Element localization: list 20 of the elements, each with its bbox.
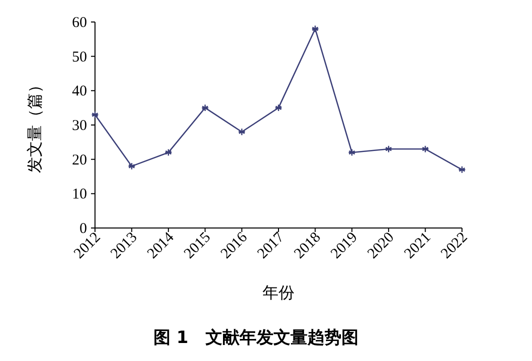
point: [128, 162, 136, 170]
point: [274, 104, 282, 112]
point: [422, 145, 430, 153]
point: [164, 148, 172, 156]
y-tick-label: 30: [72, 118, 87, 134]
point: [201, 104, 209, 112]
y-tick-label: 10: [72, 186, 87, 203]
y-tick-label: 50: [72, 49, 87, 66]
text: 图 1 文献年发文量趋势图: [154, 328, 358, 348]
y-tick-label: 0: [80, 221, 87, 237]
point: [91, 110, 99, 118]
x-axis-title: 年份: [262, 285, 294, 302]
point: [348, 148, 356, 156]
point: [311, 25, 319, 33]
y-tick-label: 60: [72, 15, 87, 31]
y-tick-label: 20: [72, 152, 87, 168]
point: [384, 145, 392, 153]
y-axis-title: 发文量（篇）: [26, 77, 44, 173]
y-tick-label: 40: [72, 84, 87, 100]
point: [238, 128, 246, 136]
